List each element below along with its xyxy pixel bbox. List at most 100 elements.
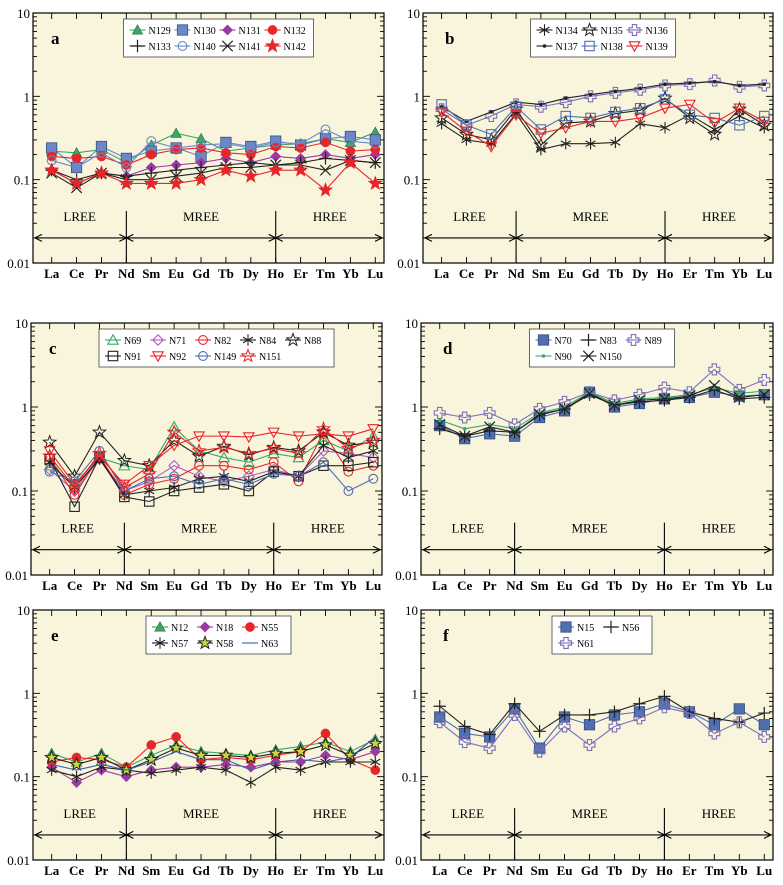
x-tick-label-sm: Sm [531, 863, 549, 878]
ree-group-band: LREE MREE HREE [33, 806, 384, 860]
x-tick-label-eu: Eu [168, 863, 184, 878]
series-n58 [44, 735, 383, 777]
data-point [268, 162, 284, 177]
chart-panel-b: 10 1 0.1 0.01 LREE MREE HREE La Ce Pr Nd Sm Eu Gd Tb Dy… [397, 6, 774, 281]
x-tick-label-lu: Lu [756, 266, 772, 281]
data-point [266, 439, 282, 454]
data-point [194, 479, 204, 490]
data-point [192, 431, 206, 443]
data-point [485, 141, 498, 153]
legend-marker [176, 24, 189, 36]
legend-label: N83 [600, 336, 617, 347]
series-n149 [44, 445, 379, 496]
data-point [315, 420, 332, 436]
data-point [168, 740, 184, 755]
group-label-mree: MREE [571, 806, 607, 821]
legend-marker [107, 350, 119, 362]
data-point [170, 127, 182, 138]
y-tick-label: 0.01 [5, 568, 28, 583]
legend-marker [131, 24, 144, 35]
data-point [758, 719, 770, 731]
data-point [216, 439, 232, 454]
y-tick-label: 1 [24, 89, 31, 104]
data-point [433, 700, 446, 713]
group-band-arrow [33, 830, 43, 839]
legend-item-n137: N137 [536, 42, 578, 53]
plot-frame [30, 322, 383, 576]
legend: N134 N135 N136 N137 N138 N139 [530, 18, 676, 58]
legend-marker [264, 37, 281, 53]
y-axis-ticks [33, 16, 384, 264]
data-point [610, 136, 621, 149]
legend-item-n84: N84 [240, 334, 276, 347]
data-point [166, 432, 182, 447]
x-tick-label-tb: Tb [607, 578, 623, 593]
y-tick-label: 10 [15, 316, 28, 331]
x-tick-label-pr: Pr [93, 578, 107, 593]
group-band-arrow [33, 233, 43, 242]
data-point [218, 460, 229, 471]
x-tick-label-nd: Nd [506, 863, 523, 878]
series-n142 [44, 154, 383, 197]
data-point [69, 501, 80, 512]
data-point [558, 720, 571, 733]
legend-label: N18 [216, 623, 233, 634]
y-tick-label: 0.01 [7, 256, 30, 271]
legend-marker [582, 333, 595, 347]
y-tick-label: 1 [412, 400, 419, 415]
data-point [683, 99, 696, 111]
series-line [49, 456, 374, 508]
data-point [342, 431, 355, 443]
series-line [51, 159, 376, 189]
data-point [46, 764, 57, 776]
data-point [146, 136, 157, 147]
data-point [42, 448, 58, 463]
data-point [319, 164, 332, 176]
data-point [96, 147, 107, 158]
group-label-lree: LREE [453, 209, 486, 224]
data-point [318, 460, 329, 471]
legend-box [530, 18, 676, 58]
legend-label: N12 [171, 623, 188, 634]
data-point [44, 453, 55, 465]
legend-marker [221, 24, 234, 36]
group-band-arrow [763, 830, 773, 839]
y-tick-label: 10 [17, 603, 30, 618]
data-point [659, 122, 671, 134]
data-point [634, 102, 646, 114]
data-point [93, 165, 110, 180]
legend-label: N149 [214, 352, 236, 363]
legend-marker [628, 41, 641, 53]
legend-item-n57: N57 [152, 637, 188, 650]
ree-group-band: LREE MREE HREE [31, 521, 382, 575]
data-point [433, 406, 446, 419]
data-point [560, 138, 571, 150]
data-point [512, 427, 517, 431]
data-point [168, 459, 181, 472]
x-tick-label-er: Er [293, 863, 308, 878]
legend-label: N61 [577, 639, 594, 650]
legend-item-n92: N92 [150, 351, 186, 363]
data-point [758, 373, 771, 386]
legend-item-n141: N141 [219, 40, 261, 53]
data-point [243, 168, 259, 183]
data-point [460, 126, 473, 138]
data-point [433, 716, 446, 729]
data-point [191, 442, 207, 458]
legend-label: N150 [600, 352, 622, 363]
chart-panel-e: 10 1 0.1 0.01 LREE MREE HREE La Ce Pr Nd Sm Eu Gd Tb Dy… [7, 603, 385, 878]
legend-marker [177, 41, 188, 51]
legend-label: N132 [284, 26, 306, 37]
x-tick-label-sm: Sm [142, 863, 160, 878]
y-tick-label: 0.1 [404, 173, 420, 188]
legend-item-n61: N61 [558, 636, 594, 650]
legend-item-n151: N151 [240, 347, 281, 363]
x-tick-label-nd: Nd [508, 266, 525, 281]
data-point [71, 770, 82, 783]
data-point [43, 463, 56, 476]
data-point [759, 110, 770, 122]
data-point [560, 110, 571, 122]
data-point [583, 738, 596, 751]
data-point [66, 479, 83, 495]
panel-label: b [445, 29, 454, 48]
